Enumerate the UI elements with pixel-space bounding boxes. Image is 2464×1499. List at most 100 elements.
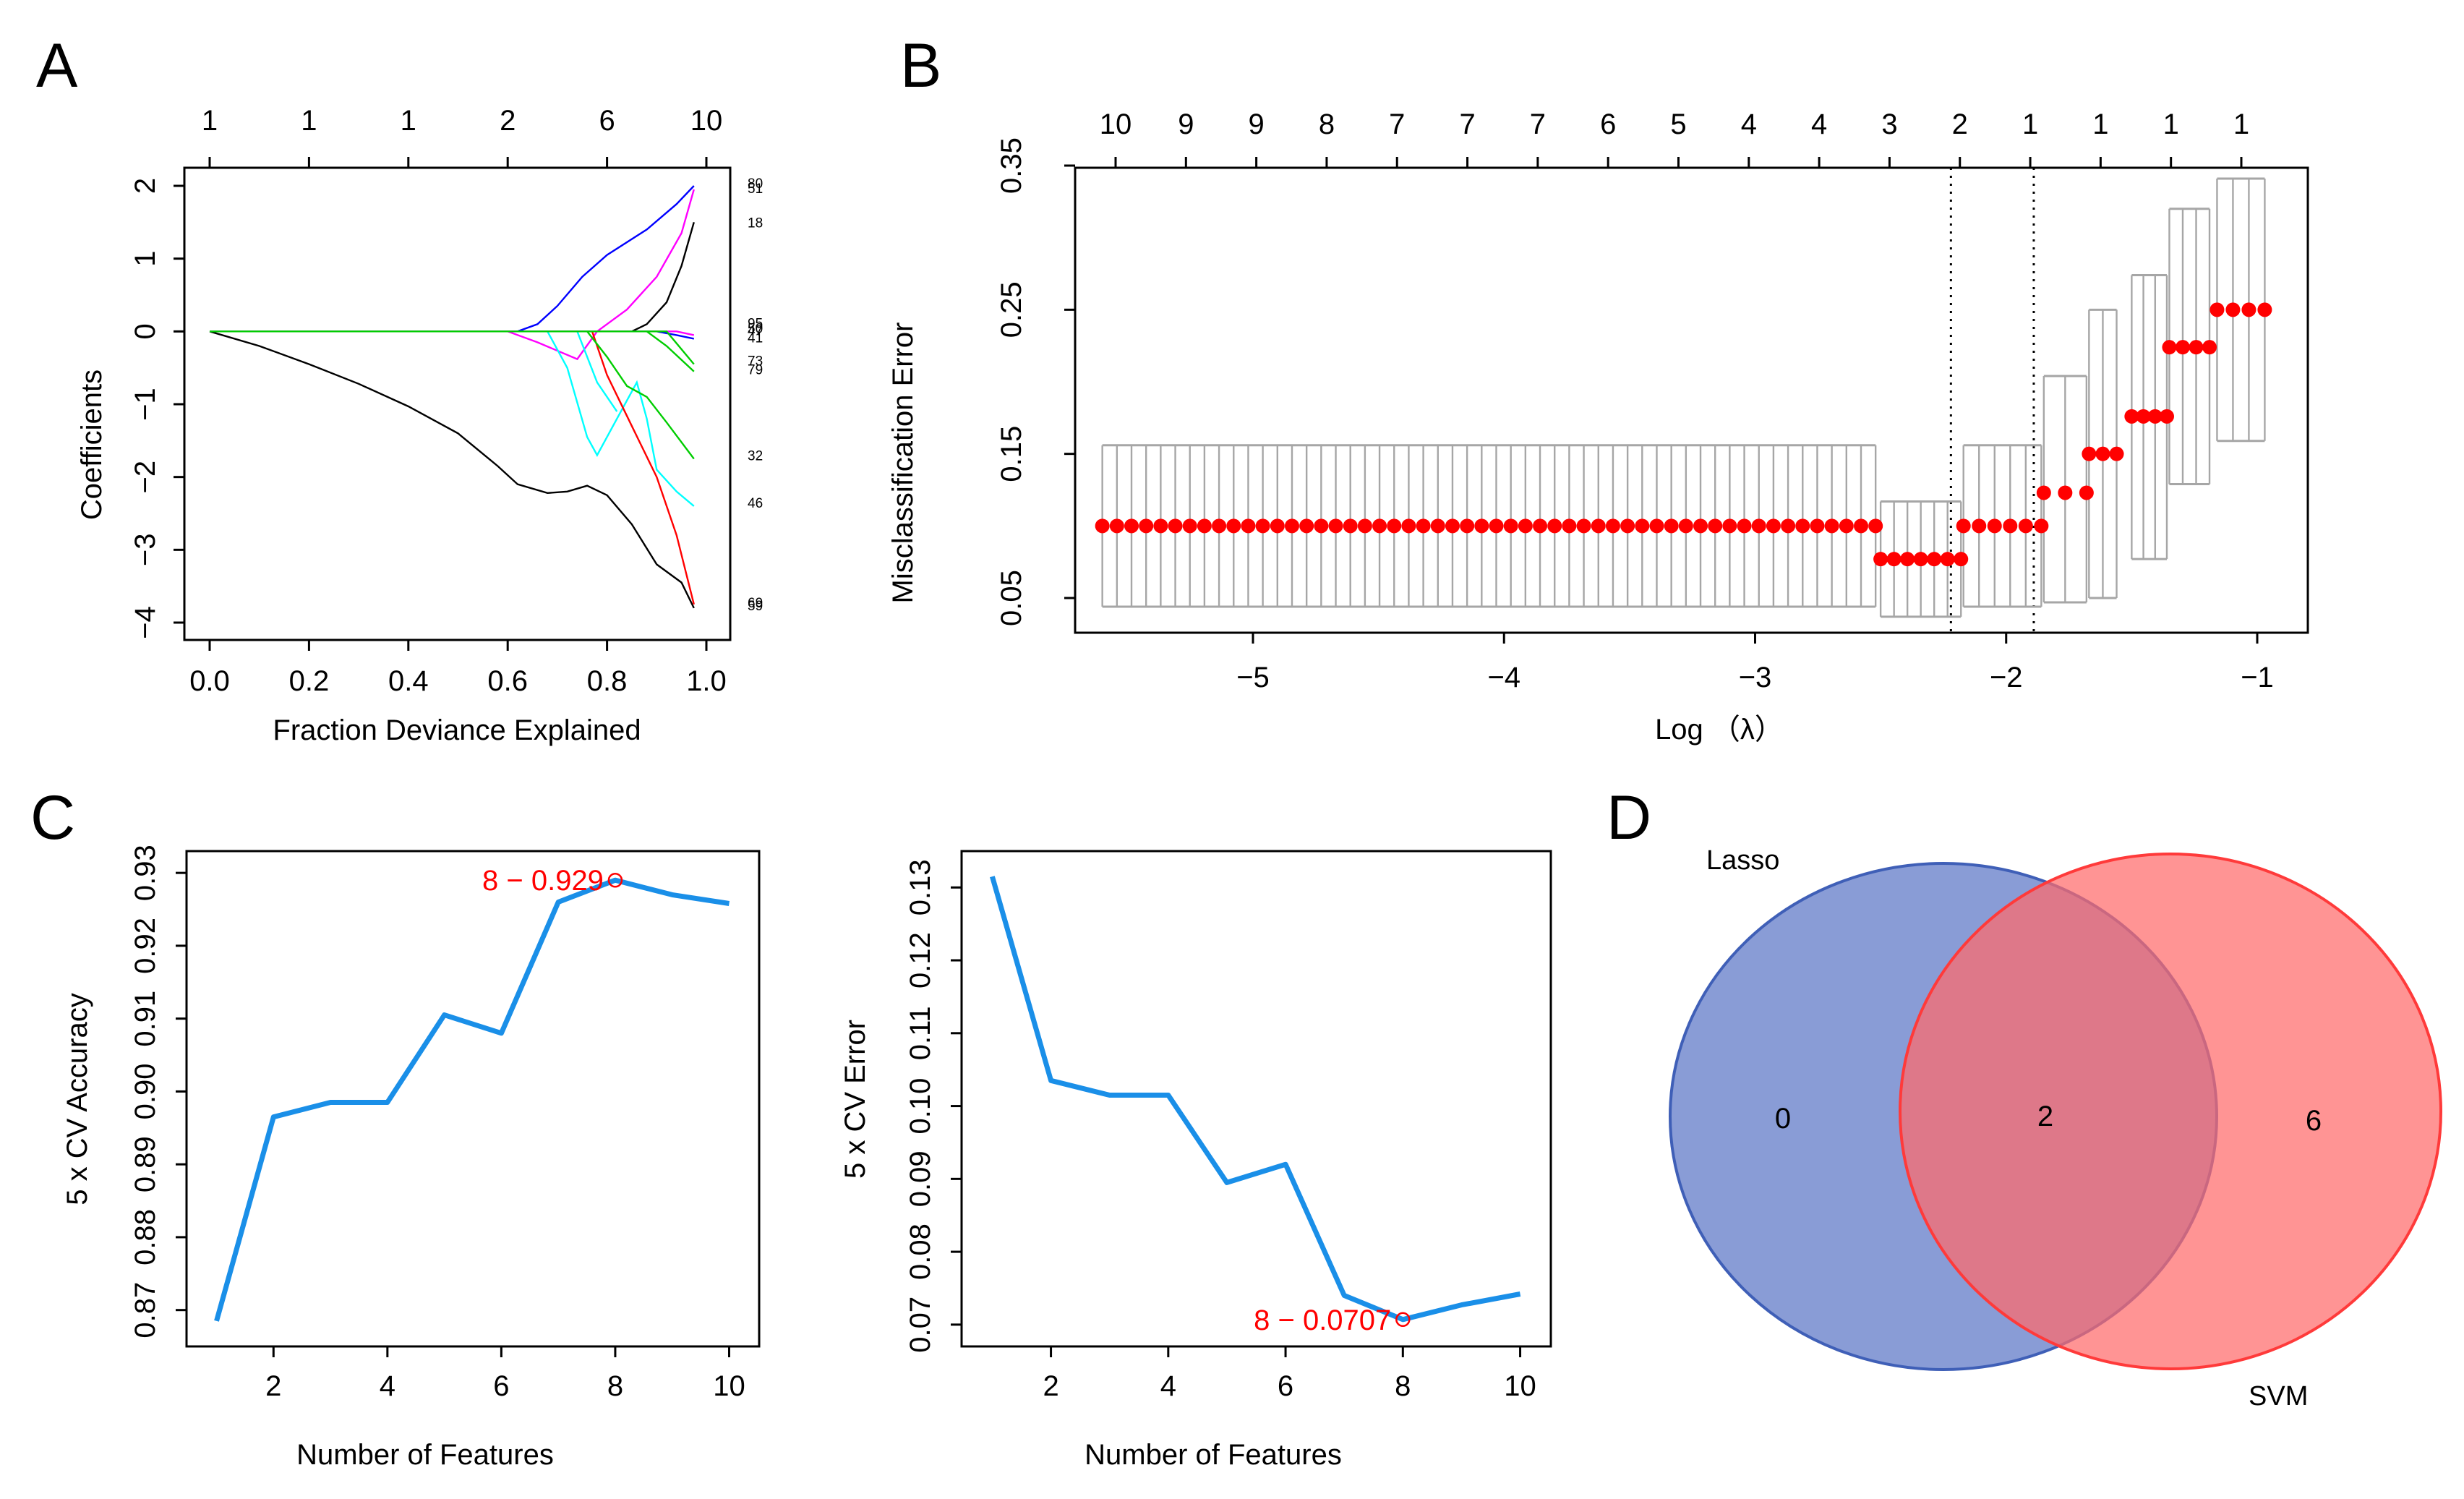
- panel-b-toptick-label: 9: [1178, 108, 1194, 140]
- panel-b-xtick-label: −4: [1487, 662, 1520, 693]
- panel-b-point: [1503, 518, 1518, 534]
- panel-a-line-label: 73: [748, 354, 763, 370]
- panel-b-point: [1109, 518, 1124, 534]
- panel-c-accuracy: 8 − 0.929 2 4 6 8 10 0.87 0.88 0.89 0.90 0.91 0.92…: [61, 845, 761, 1471]
- panel-b-toptick-label: 3: [1881, 108, 1897, 140]
- panel-a-xlabel: Fraction Deviance Explained: [273, 714, 641, 746]
- panel-b-toptick-label: 6: [1600, 108, 1616, 140]
- panel-b-point: [2210, 302, 2225, 317]
- panel-a-line-label: 95: [748, 316, 763, 331]
- panel-b-point: [1913, 552, 1928, 567]
- venn-label-svm: SVM: [2249, 1381, 2308, 1412]
- cv-line: [990, 876, 1521, 1323]
- panel-b-point: [2018, 518, 2033, 534]
- panel-b-point: [1576, 518, 1591, 534]
- panel-b-point: [1854, 518, 1869, 534]
- panel-b-point: [1474, 518, 1489, 534]
- panel-b-point: [1430, 518, 1445, 534]
- panel-a-line-label: 51: [748, 181, 763, 197]
- panel-b-point: [1314, 518, 1329, 534]
- panel-b-point: [1562, 518, 1577, 534]
- panel-b-toptick-label: 7: [1459, 108, 1475, 140]
- panel-b-point: [1722, 518, 1737, 534]
- panel-a-ylabel: Coefficients: [76, 370, 108, 520]
- panel-a-toptick-label: 6: [599, 105, 615, 137]
- panel-b-point: [2225, 302, 2241, 317]
- panel-b-point: [1270, 518, 1285, 534]
- cv-xtick-label: 2: [265, 1370, 281, 1402]
- panel-b-point: [1518, 518, 1533, 534]
- panel-b-point: [1489, 518, 1504, 534]
- cv-ytick-label: 0.89: [129, 1136, 161, 1192]
- panel-b-xlabel: Log （λ）: [1655, 714, 1784, 746]
- panel-d-venn: Lasso SVM 0 2 6: [1669, 845, 2442, 1412]
- panel-b-point: [1839, 518, 1854, 534]
- panel-b-point: [2257, 302, 2272, 317]
- panel-b-toptick-label: 1: [2233, 108, 2249, 140]
- panel-b-point: [2082, 446, 2097, 461]
- panel-b-point: [2036, 485, 2051, 500]
- panel-a-axes: 0.0 1 0.2 1 0.4 1 0.6 2 0.8 6 1.0 10 −4 −3 −2 −1 0 1 2: [129, 105, 727, 697]
- panel-b-point: [1387, 518, 1402, 534]
- panel-b-toptick-label: 1: [2092, 108, 2108, 140]
- panel-b-xtick-label: −2: [1990, 662, 2023, 693]
- cv-ytick-label: 0.12: [904, 932, 936, 988]
- coef-path-magenta: [210, 189, 695, 361]
- panel-b-point: [2175, 340, 2190, 355]
- venn-count-lasso-only: 0: [1775, 1103, 1791, 1135]
- panel-b-point: [1900, 552, 1915, 567]
- coef-path-black-rise: [210, 221, 695, 333]
- panel-b-point: [1299, 518, 1314, 534]
- cv-xtick-label: 10: [713, 1370, 745, 1402]
- cv-ytick-label: 0.08: [904, 1223, 936, 1280]
- panel-a-xtick-label: 0.6: [487, 665, 528, 697]
- panel-a-xtick-label: 0.2: [289, 665, 330, 697]
- panel-b-point: [1781, 518, 1796, 534]
- panel-b-point: [2079, 485, 2094, 500]
- panel-a-ytick-label: −3: [129, 534, 161, 567]
- panel-c-left-ylabel: 5 x CV Accuracy: [61, 993, 93, 1205]
- panel-b-point: [1678, 518, 1693, 534]
- panel-b-toptick-label: 7: [1389, 108, 1405, 140]
- panel-a-line-label: 18: [748, 215, 763, 231]
- panel-b-point: [1416, 518, 1431, 534]
- panel-a-line-label: 79: [748, 363, 763, 378]
- panel-letter-c: C: [30, 783, 75, 853]
- panel-a-xtick-label: 0.0: [189, 665, 230, 697]
- panel-b-point: [1460, 518, 1475, 534]
- panel-b-points: [1095, 302, 2272, 567]
- coef-path-green-3: [210, 330, 695, 365]
- cv-xtick-label: 4: [380, 1370, 395, 1402]
- panel-b-toptick-label: 8: [1319, 108, 1335, 140]
- panel-b-point: [1635, 518, 1650, 534]
- panel-letter-b: B: [900, 31, 941, 101]
- cv-xtick-label: 6: [1278, 1370, 1293, 1402]
- panel-b-point: [1372, 518, 1387, 534]
- panel-b-point: [2003, 518, 2018, 534]
- cv-ytick-label: 0.11: [904, 1006, 936, 1060]
- panel-a-frame: [183, 166, 732, 641]
- panel-a-toptick-label: 2: [500, 105, 516, 137]
- panel-c-left-xlabel: Number of Features: [296, 1439, 554, 1471]
- cv-xtick-label: 6: [493, 1370, 509, 1402]
- panel-a-ytick-label: 1: [129, 251, 161, 267]
- panel-b-vlines: [1949, 168, 2035, 633]
- panel-a-line-label: 80: [748, 176, 763, 192]
- panel-c-right-ylabel: 5 x CV Error: [839, 1020, 871, 1179]
- panel-b-toptick-label: 5: [1670, 108, 1686, 140]
- panel-b-xtick-label: −5: [1236, 662, 1270, 693]
- panel-b-ytick-label: 0.05: [996, 570, 1027, 626]
- panel-b-point: [1886, 552, 1902, 567]
- panel-c-left-line: 8 − 0.929: [214, 865, 730, 1322]
- panel-a-xtick-label: 0.8: [587, 665, 628, 697]
- panel-b-xtick-label: −3: [1739, 662, 1772, 693]
- panel-b-ytick-label: 0.15: [996, 426, 1027, 482]
- panel-b-toptick-label: 4: [1741, 108, 1757, 140]
- panel-b-point: [1868, 518, 1883, 534]
- panel-b-point: [1751, 518, 1766, 534]
- cv-ytick-label: 0.88: [129, 1209, 161, 1265]
- panel-b-axes: −5 −4 −3 −2 −1 0.05 0.15 0.25 0.35 10 9 9 8 7 7 7 6 5 4 4 3 2…: [996, 108, 2274, 693]
- cv-ytick-label: 0.87: [129, 1282, 161, 1338]
- panel-b-point: [1343, 518, 1358, 534]
- panel-a-line-label: 59: [748, 599, 763, 614]
